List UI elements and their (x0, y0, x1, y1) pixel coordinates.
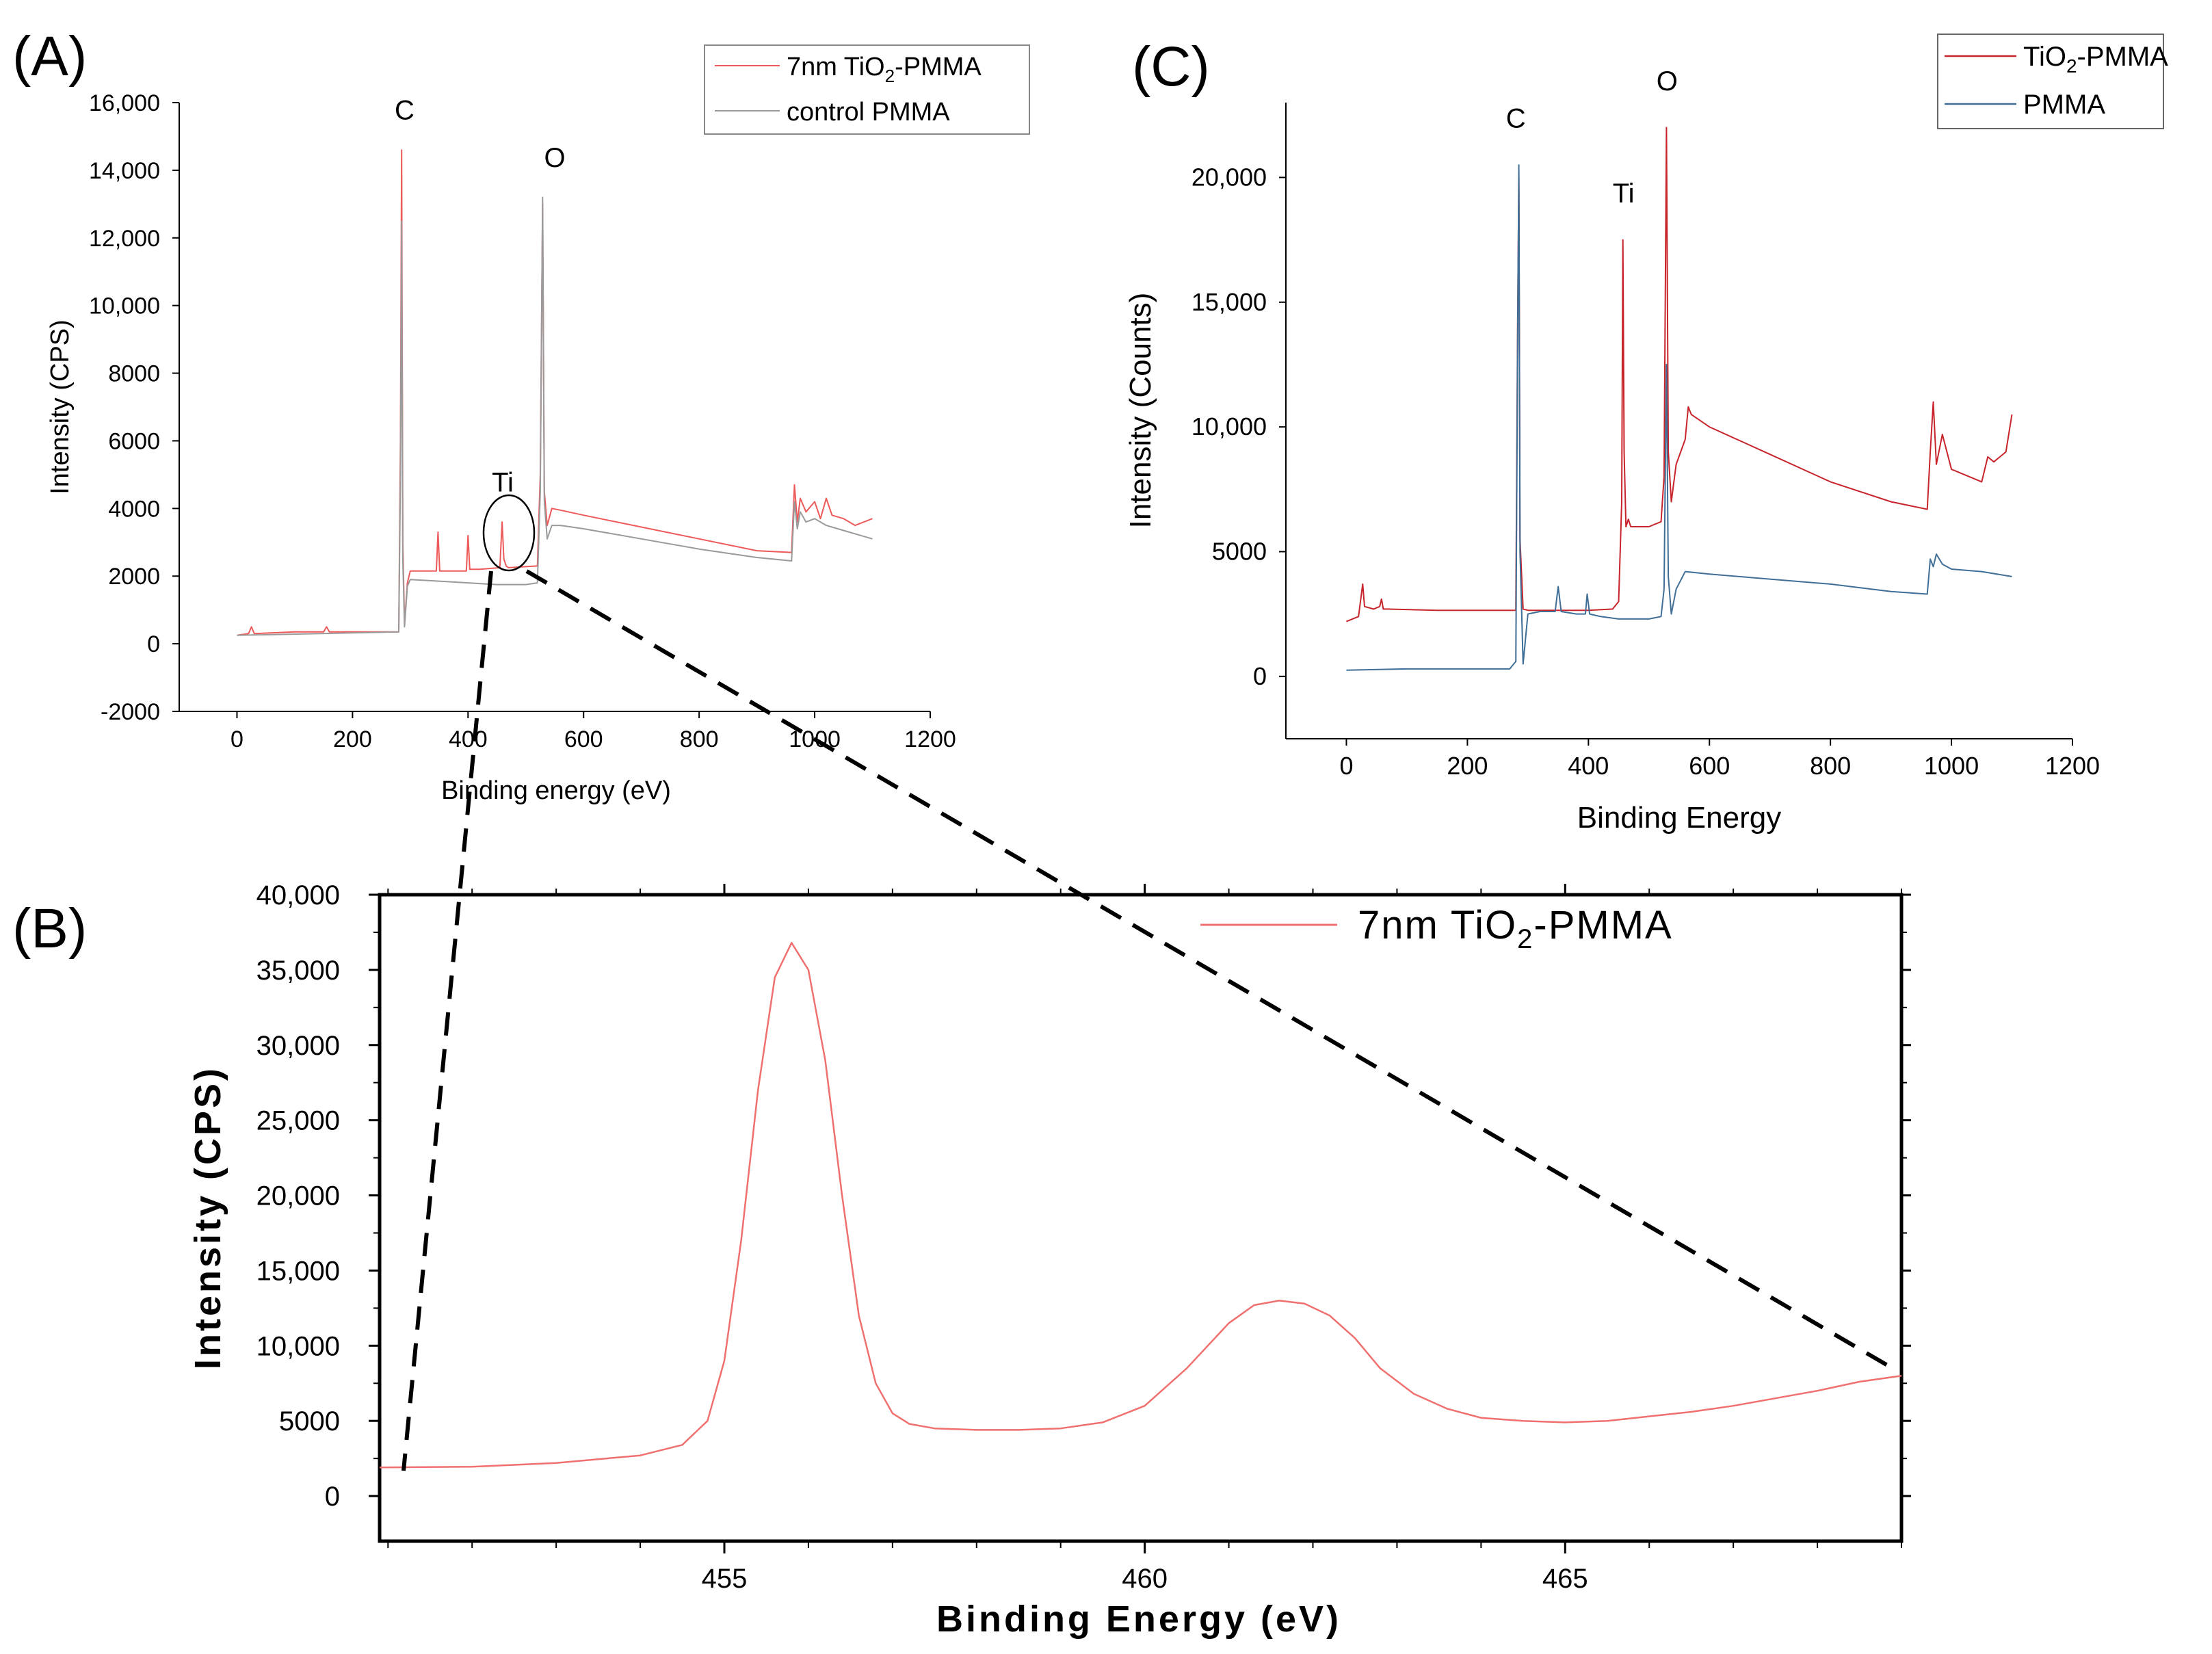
panel-c-y-axis: 0 5000 10,000 15,000 20,000 (1191, 103, 1287, 739)
panel-c-legend-entry-tio2: TiO2-PMMA (2023, 42, 2168, 77)
panel-b-legend: 7nm TiO2-PMMA (1200, 903, 1673, 954)
panel-c-x-tick-label: 1000 (1924, 752, 1979, 780)
panel-c-peak-label-ti: Ti (1613, 179, 1635, 209)
panel-a-legend-box (704, 44, 1030, 135)
panel-c-x-tick-label: 1200 (2045, 752, 2100, 780)
panel-a-y-tick-label: 12,000 (89, 226, 160, 252)
panel-c-y-axis-label: Intensity (Counts) (1124, 293, 1157, 529)
panel-a-chart: (A) -20000200040006000800010,00012,00014… (12, 25, 1030, 805)
panel-c-x-axis: 0 200 400 600 800 1000 1200 (1286, 738, 2100, 780)
panel-a-x-axis-label: Binding energy (eV) (441, 776, 671, 805)
panel-a-y-tick-label: 4000 (108, 496, 160, 522)
panel-a-y-tick-label: 8000 (108, 361, 160, 387)
panel-a-annotations: C O Ti (395, 96, 566, 498)
panel-b-x-tick-label: 465 (1542, 1564, 1588, 1594)
panel-a-y-tick-label: -2000 (101, 699, 160, 725)
panel-c-series (1346, 127, 2013, 671)
panel-b-series-tio2-pmma (379, 942, 1902, 1469)
zoom-connector-lines (401, 569, 1899, 1471)
panel-a-x-tick-label: 800 (680, 726, 719, 752)
panel-c-label: (C) (1132, 36, 1210, 98)
panel-a-y-tick-label: 14,000 (89, 158, 160, 184)
panel-a-peak-label-o: O (544, 143, 565, 173)
panel-b-y-ticks: 0 5000 10,000 15,000 20,000 25,000 30,000 35,00… (256, 880, 1911, 1512)
panel-a-x-tick-label: 0 (231, 726, 243, 752)
zoom-connector-left (401, 570, 493, 1471)
panel-c-y-tick-label: 20,000 (1191, 163, 1267, 191)
panel-c-y-ticks: 0 5000 10,000 15,000 20,000 (1191, 163, 1286, 690)
panel-b-y-tick-label: 15,000 (256, 1256, 340, 1286)
panel-b-series (379, 942, 1902, 1469)
panel-b-x-tick-label: 460 (1122, 1564, 1168, 1594)
panel-c-legend-entry-pmma: PMMA (2023, 90, 2105, 120)
panel-c-x-tick-label: 400 (1568, 752, 1609, 780)
panel-a-x-tick-label: 400 (449, 726, 488, 752)
panel-b-chart: (B) 0 5000 10,000 15,000 20,000 25,000 30,000 3… (12, 880, 1911, 1640)
panel-b-y-tick-label: 20,000 (256, 1181, 340, 1211)
panel-a-x-tick-label: 1200 (904, 726, 956, 752)
panel-a-legend-entry-tio2: 7nm TiO2-PMMA (787, 53, 982, 86)
panel-b-x-ticks: 455 460 465 (387, 884, 1902, 1594)
panel-a-y-tick-label: 6000 (108, 428, 160, 454)
panel-a-label: (A) (12, 25, 87, 88)
panel-b-x-tick-label: 455 (702, 1564, 748, 1594)
panel-b-label: (B) (12, 897, 87, 960)
panel-a-peak-label-ti: Ti (492, 468, 514, 498)
panel-c-y-tick-label: 10,000 (1191, 412, 1267, 441)
panel-a-series (237, 149, 873, 636)
panel-c-annotations: C Ti O (1506, 66, 1678, 209)
panel-a-legend-entry-pmma: control PMMA (787, 98, 950, 127)
panel-c-x-tick-label: 600 (1689, 752, 1730, 780)
panel-b-y-tick-label: 30,000 (256, 1031, 340, 1061)
panel-a-y-axis: -2000 0 2000 4000 6000 8000 10,000 12,000 14,000… (89, 90, 180, 725)
panel-a-y-axis-label: Intensity (CPS) (46, 319, 75, 495)
panel-a-peak-label-c: C (395, 96, 414, 126)
panel-c-y-tick-label: 5000 (1212, 537, 1267, 565)
panel-c-x-tick-label: 0 (1339, 752, 1353, 780)
panel-a-ti-highlight-ellipse (482, 494, 536, 572)
panel-b-y-axis-label: Intensity (CPS) (187, 1066, 228, 1369)
panel-c-x-axis-label: Binding Energy (1577, 801, 1781, 835)
panel-a-y-tick-label: 0 (147, 631, 160, 657)
panel-b-y-tick-label: 25,000 (256, 1106, 340, 1136)
panel-c-series-pmma (1346, 164, 2012, 671)
panel-a-y-tick-label: 10,000 (89, 293, 160, 319)
panel-a-y-tick-label: 2000 (108, 564, 160, 590)
panel-c-x-tick-label: 200 (1447, 752, 1488, 780)
panel-c-legend-box (1937, 34, 2164, 129)
panel-a-legend: 7nm TiO2-PMMA control PMMA (704, 44, 1030, 135)
panel-c-peak-label-c: C (1506, 103, 1526, 133)
panel-b-y-tick-label: 0 (325, 1482, 340, 1512)
panel-a-x-tick-label: 600 (564, 726, 603, 752)
panel-c-x-ticks: 0 200 400 600 800 1000 1200 (1339, 739, 2100, 780)
panel-c-y-tick-label: 15,000 (1191, 288, 1267, 316)
panel-c-legend: TiO2-PMMA PMMA (1937, 34, 2168, 129)
panel-b-y-tick-label: 5000 (279, 1406, 340, 1436)
panel-a-y-ticks: -2000 0 2000 4000 6000 8000 10,000 12,000 14,000… (89, 90, 179, 725)
panel-b-plot-frame (378, 893, 1904, 1543)
panel-a-y-tick-label: 16,000 (89, 90, 160, 116)
panel-b-y-tick-label: 10,000 (256, 1331, 340, 1361)
panel-c-peak-label-o: O (1657, 66, 1678, 96)
panel-c-y-tick-label: 0 (1253, 662, 1267, 690)
panel-b-x-axis-label: Binding Energy (eV) (936, 1599, 1341, 1640)
panel-c-chart: (C) 0 5000 10,000 15,000 20,000 0 200 400 600 80… (1124, 34, 2168, 835)
panel-b-y-tick-label: 35,000 (256, 956, 340, 986)
panel-b-y-tick-label: 40,000 (256, 880, 340, 910)
panel-a-x-tick-label: 200 (333, 726, 372, 752)
panel-c-x-tick-label: 800 (1810, 752, 1851, 780)
panel-c-series-tio2-pmma (1346, 127, 2013, 622)
zoom-connector-right (525, 569, 1899, 1374)
panel-b-legend-entry-tio2: 7nm TiO2-PMMA (1358, 903, 1673, 954)
panel-a-series-pmma (237, 196, 873, 636)
